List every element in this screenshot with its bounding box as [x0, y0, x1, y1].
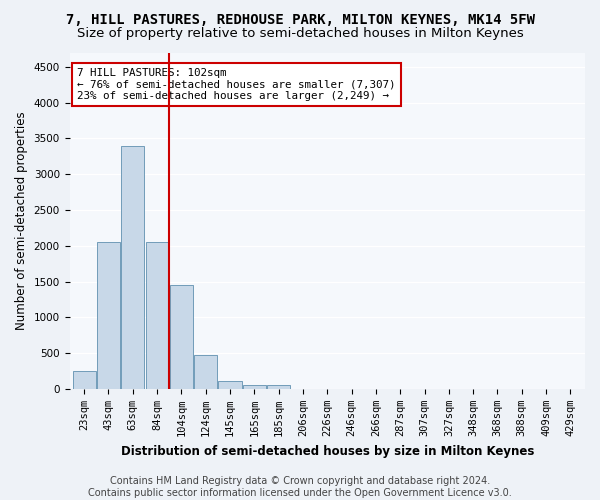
- Bar: [121, 146, 144, 389]
- Bar: [218, 381, 242, 389]
- Bar: [146, 242, 169, 389]
- Bar: [267, 386, 290, 389]
- X-axis label: Distribution of semi-detached houses by size in Milton Keynes: Distribution of semi-detached houses by …: [121, 444, 534, 458]
- Text: 7, HILL PASTURES, REDHOUSE PARK, MILTON KEYNES, MK14 5FW: 7, HILL PASTURES, REDHOUSE PARK, MILTON …: [65, 12, 535, 26]
- Bar: [194, 356, 217, 389]
- Y-axis label: Number of semi-detached properties: Number of semi-detached properties: [15, 112, 28, 330]
- Bar: [73, 371, 95, 389]
- Text: 7 HILL PASTURES: 102sqm
← 76% of semi-detached houses are smaller (7,307)
23% of: 7 HILL PASTURES: 102sqm ← 76% of semi-de…: [77, 68, 396, 101]
- Text: Contains HM Land Registry data © Crown copyright and database right 2024.
Contai: Contains HM Land Registry data © Crown c…: [88, 476, 512, 498]
- Bar: [170, 285, 193, 389]
- Text: Size of property relative to semi-detached houses in Milton Keynes: Size of property relative to semi-detach…: [77, 28, 523, 40]
- Bar: [243, 384, 266, 389]
- Bar: [97, 242, 120, 389]
